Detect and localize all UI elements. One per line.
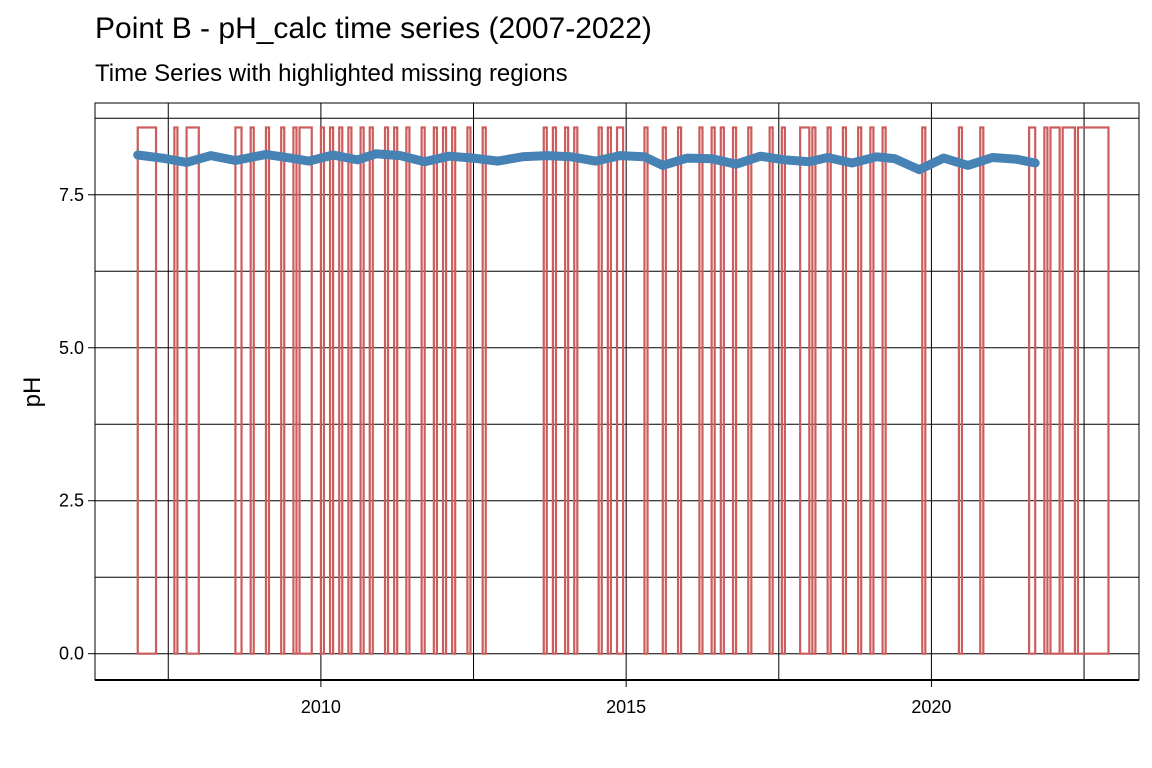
missing-region-40: [780, 126, 786, 655]
missing-region-42: [811, 126, 817, 655]
missing-region-48: [921, 126, 927, 655]
missing-region-41: [799, 126, 811, 655]
missing-region-6: [280, 126, 286, 655]
missing-region-8: [298, 126, 313, 655]
chart-subtitle: Time Series with highlighted missing reg…: [95, 60, 568, 87]
missing-region-28: [597, 126, 603, 655]
x-tick-label-1: 2015: [606, 697, 646, 717]
missing-region-12: [347, 126, 353, 655]
missing-region-22: [466, 126, 472, 655]
missing-region-27: [573, 126, 579, 655]
missing-region-52: [1043, 126, 1049, 655]
missing-region-9: [319, 126, 326, 655]
missing-region-24: [542, 126, 548, 655]
chart-title: Point B - pH_calc time series (2007-2022…: [95, 12, 652, 45]
missing-region-54: [1061, 126, 1076, 655]
missing-region-44: [841, 126, 848, 655]
missing-region-1: [173, 126, 179, 655]
missing-region-45: [857, 126, 863, 655]
missing-region-43: [826, 126, 832, 655]
y-axis-title: pH: [19, 377, 46, 408]
missing-region-29: [606, 126, 612, 655]
missing-region-13: [359, 126, 365, 655]
missing-region-30: [615, 126, 625, 655]
missing-region-19: [432, 126, 438, 655]
missing-region-50: [979, 126, 985, 655]
missing-region-21: [451, 126, 457, 655]
missing-regions: [136, 126, 1110, 655]
missing-region-39: [768, 126, 774, 655]
missing-region-23: [481, 126, 487, 655]
x-tick-label-0: 2010: [301, 697, 341, 717]
missing-region-3: [234, 126, 243, 655]
missing-region-53: [1049, 126, 1061, 655]
missing-region-5: [264, 126, 271, 655]
missing-region-31: [643, 126, 649, 655]
missing-region-37: [731, 126, 738, 655]
y-tick-label-0: 0.0: [59, 644, 84, 664]
tick-labels: 0.0 2.5 5.0 7.5 2010 2015 2020: [59, 185, 951, 717]
missing-region-33: [676, 126, 683, 655]
missing-region-17: [405, 126, 411, 655]
ph-series: [133, 149, 1040, 175]
missing-region-51: [1028, 126, 1037, 655]
missing-region-36: [719, 126, 725, 655]
y-tick-label-1: 2.5: [59, 491, 84, 511]
missing-region-47: [881, 126, 887, 655]
missing-region-25: [551, 126, 558, 655]
missing-region-20: [441, 126, 448, 655]
missing-region-16: [393, 126, 399, 655]
missing-region-38: [747, 126, 753, 655]
y-tick-label-3: 7.5: [59, 185, 84, 205]
missing-region-0: [136, 126, 158, 655]
missing-region-7: [292, 126, 298, 655]
missing-region-14: [368, 126, 374, 655]
missing-region-46: [869, 126, 875, 655]
ph-series-line: [133, 149, 1040, 175]
x-tick-label-2: 2020: [911, 697, 951, 717]
missing-region-4: [249, 126, 255, 655]
missing-region-55: [1076, 126, 1110, 655]
missing-region-26: [564, 126, 570, 655]
missing-region-35: [710, 126, 716, 655]
missing-region-18: [420, 126, 426, 655]
missing-region-15: [383, 126, 390, 655]
missing-region-49: [957, 126, 964, 655]
missing-region-34: [698, 126, 704, 655]
missing-region-10: [328, 126, 335, 655]
missing-region-2: [185, 126, 200, 655]
missing-region-32: [661, 126, 667, 655]
missing-region-11: [338, 126, 344, 655]
y-tick-label-2: 5.0: [59, 338, 84, 358]
